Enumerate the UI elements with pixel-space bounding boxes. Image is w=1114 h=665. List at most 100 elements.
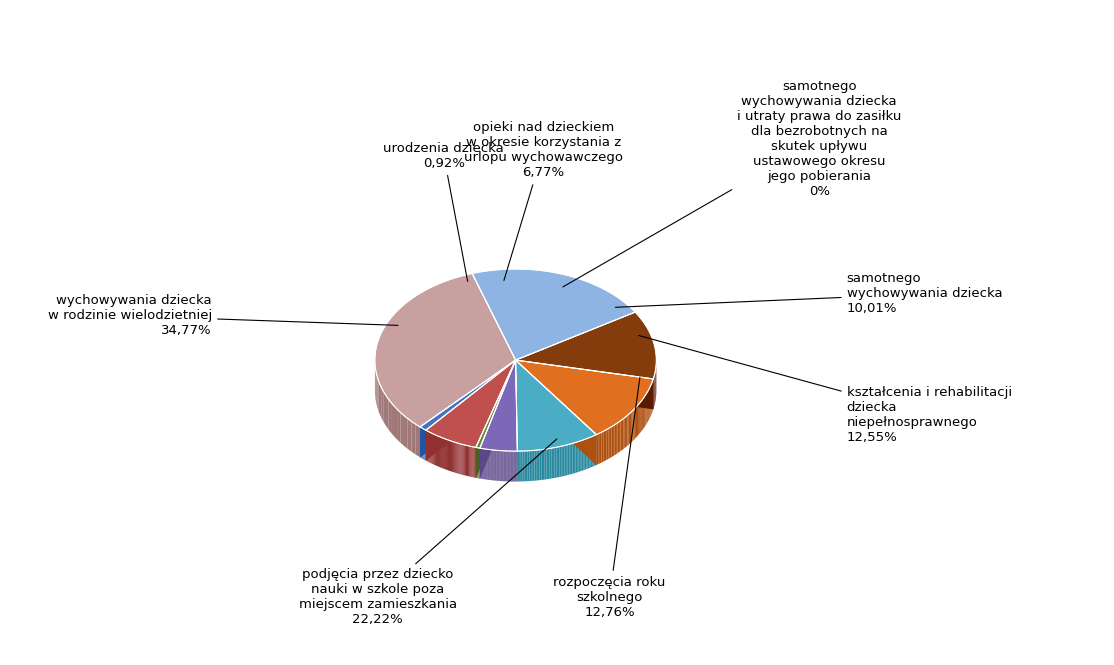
Polygon shape: [613, 425, 615, 456]
Polygon shape: [616, 423, 617, 454]
Polygon shape: [612, 426, 613, 457]
Polygon shape: [531, 450, 532, 481]
Polygon shape: [420, 360, 516, 430]
Polygon shape: [546, 449, 548, 479]
Polygon shape: [622, 419, 624, 450]
Polygon shape: [569, 444, 570, 475]
Polygon shape: [549, 448, 551, 479]
Polygon shape: [480, 360, 517, 451]
Polygon shape: [635, 408, 636, 439]
Polygon shape: [394, 406, 397, 440]
Text: podjęcia przez dziecko
nauki w szkole poza
miejscem zamieszkania
22,22%: podjęcia przez dziecko nauki w szkole po…: [299, 439, 557, 626]
Polygon shape: [589, 437, 590, 468]
Polygon shape: [631, 412, 632, 444]
Text: kształcenia i rehabilitacji
dziecka
niepełnosprawnego
12,55%: kształcenia i rehabilitacji dziecka niep…: [638, 336, 1012, 444]
Polygon shape: [602, 432, 604, 463]
Polygon shape: [593, 436, 594, 467]
Polygon shape: [556, 447, 558, 477]
Polygon shape: [551, 448, 553, 479]
Polygon shape: [480, 360, 516, 479]
Polygon shape: [625, 416, 626, 448]
Polygon shape: [516, 360, 596, 451]
Polygon shape: [426, 360, 516, 461]
Polygon shape: [586, 438, 588, 469]
Polygon shape: [566, 445, 568, 475]
Polygon shape: [529, 451, 531, 481]
Polygon shape: [595, 435, 596, 466]
Polygon shape: [545, 449, 546, 479]
Polygon shape: [605, 430, 607, 461]
Polygon shape: [476, 360, 516, 477]
Polygon shape: [525, 451, 526, 481]
Polygon shape: [634, 408, 635, 440]
Polygon shape: [519, 451, 521, 481]
Polygon shape: [420, 360, 516, 458]
Polygon shape: [573, 443, 574, 473]
Polygon shape: [475, 448, 476, 477]
Polygon shape: [379, 381, 380, 415]
Polygon shape: [420, 360, 516, 458]
Polygon shape: [632, 411, 633, 442]
Polygon shape: [476, 360, 516, 477]
Polygon shape: [568, 444, 569, 475]
Text: samotnego
wychowywania dziecka
10,01%: samotnego wychowywania dziecka 10,01%: [615, 273, 1003, 315]
Polygon shape: [521, 451, 522, 481]
Polygon shape: [536, 450, 538, 481]
Polygon shape: [598, 433, 600, 464]
Polygon shape: [555, 448, 556, 478]
Polygon shape: [516, 360, 517, 481]
Polygon shape: [389, 399, 391, 433]
Polygon shape: [516, 360, 653, 409]
Polygon shape: [559, 446, 561, 477]
Polygon shape: [604, 430, 605, 462]
Polygon shape: [408, 418, 411, 452]
Polygon shape: [607, 429, 608, 460]
Polygon shape: [516, 360, 517, 481]
Polygon shape: [578, 441, 580, 472]
Polygon shape: [565, 445, 566, 476]
Polygon shape: [543, 449, 545, 479]
Polygon shape: [608, 428, 609, 459]
Polygon shape: [576, 442, 577, 473]
Polygon shape: [617, 422, 619, 453]
Polygon shape: [594, 436, 595, 466]
Polygon shape: [516, 360, 653, 435]
Polygon shape: [580, 440, 582, 471]
Polygon shape: [563, 446, 565, 476]
Polygon shape: [522, 451, 525, 481]
Polygon shape: [558, 447, 559, 477]
Text: samotnego
wychowywania dziecka
i utraty prawa do zasiłku
dla bezrobotnych na
sku: samotnego wychowywania dziecka i utraty …: [563, 80, 901, 287]
Polygon shape: [619, 421, 620, 452]
Polygon shape: [380, 384, 382, 418]
Polygon shape: [411, 422, 416, 455]
Polygon shape: [624, 418, 625, 449]
Polygon shape: [570, 444, 573, 474]
Polygon shape: [615, 424, 616, 455]
Polygon shape: [404, 416, 408, 449]
Polygon shape: [416, 424, 420, 458]
Polygon shape: [588, 438, 589, 469]
Polygon shape: [574, 442, 576, 473]
Polygon shape: [375, 273, 516, 427]
Polygon shape: [561, 446, 563, 477]
Polygon shape: [585, 439, 586, 469]
Polygon shape: [516, 360, 596, 465]
Polygon shape: [539, 450, 541, 480]
Polygon shape: [626, 416, 627, 447]
Polygon shape: [528, 451, 529, 481]
Polygon shape: [516, 312, 656, 379]
Polygon shape: [538, 450, 539, 480]
Polygon shape: [633, 410, 634, 441]
Polygon shape: [553, 448, 555, 478]
Polygon shape: [400, 412, 404, 446]
Polygon shape: [517, 451, 519, 481]
Polygon shape: [535, 450, 536, 481]
Polygon shape: [548, 448, 549, 479]
Polygon shape: [627, 414, 628, 446]
Polygon shape: [516, 360, 596, 465]
Text: opieki nad dzieckiem
w okresie korzystania z
urlopu wychowawczego
6,77%: opieki nad dzieckiem w okresie korzystan…: [463, 122, 623, 281]
Polygon shape: [426, 360, 516, 448]
Polygon shape: [378, 377, 379, 411]
Polygon shape: [385, 396, 389, 430]
Polygon shape: [516, 360, 653, 409]
